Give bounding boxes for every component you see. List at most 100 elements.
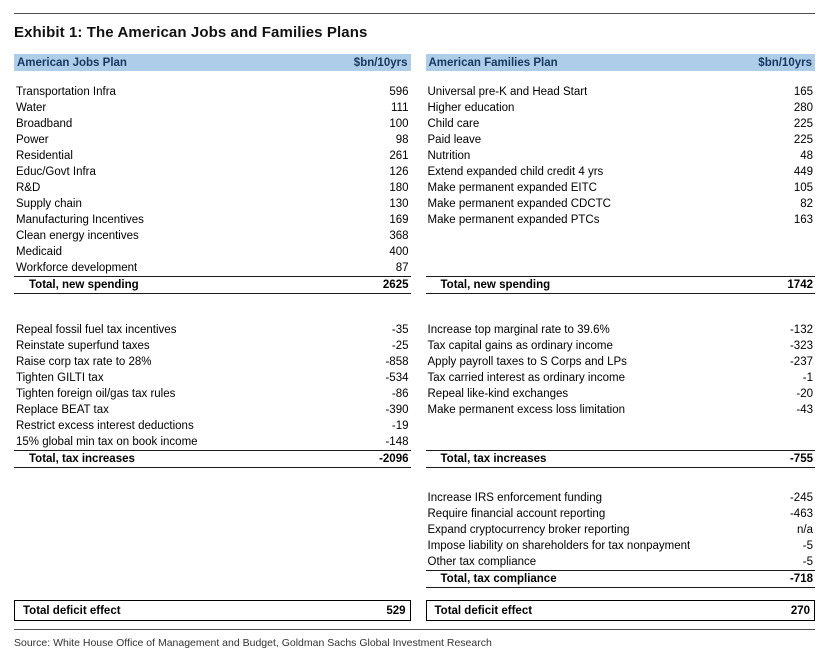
row-value: 105	[793, 182, 813, 194]
table-row: Broadband 100	[14, 116, 411, 132]
families-tax-rows: Increase top marginal rate to 39.6% -132…	[426, 322, 816, 418]
families-compliance-total-row: Total, tax compliance -718	[425, 570, 815, 588]
table-row: Impose liability on shareholders for tax…	[426, 538, 816, 554]
bottom-rule	[14, 629, 815, 630]
deficit-label: Total deficit effect	[23, 604, 121, 617]
row-label: Workforce development	[16, 262, 138, 274]
row-label: Impose liability on shareholders for tax…	[427, 540, 691, 552]
table-row: Tax carried interest as ordinary income …	[426, 370, 816, 386]
table-row: Increase IRS enforcement funding -245	[426, 490, 816, 506]
deficit-value: 270	[790, 604, 810, 617]
row-value: 225	[793, 118, 813, 130]
row-label: Make permanent expanded PTCs	[427, 214, 600, 226]
jobs-unit-label: $bn/10yrs	[353, 56, 408, 69]
row-value: 130	[389, 198, 409, 210]
row-value: n/a	[797, 524, 813, 536]
row-label: Water	[16, 102, 47, 114]
total-label: Total, tax increases	[29, 453, 135, 465]
spacer	[14, 468, 411, 600]
row-label: Power	[16, 134, 49, 146]
table-row: Make permanent expanded PTCs 163	[426, 212, 816, 228]
table-row: Universal pre-K and Head Start 165	[426, 84, 816, 100]
row-label: R&D	[16, 182, 41, 194]
row-label: Expand cryptocurrency broker reporting	[427, 524, 630, 536]
row-value: -323	[789, 340, 813, 352]
table-row: Tighten foreign oil/gas tax rules -86	[14, 386, 411, 402]
table-row: Apply payroll taxes to S Corps and LPs -…	[426, 354, 816, 370]
table-row: Supply chain 130	[14, 196, 411, 212]
row-label: Reinstate superfund taxes	[16, 340, 150, 352]
row-value: 165	[793, 86, 813, 98]
row-value: 100	[389, 118, 409, 130]
row-value: -534	[385, 372, 409, 384]
row-label: Replace BEAT tax	[16, 404, 109, 416]
row-value: -35	[391, 324, 409, 336]
deficit-value: 529	[386, 604, 406, 617]
row-value: -1	[802, 372, 813, 384]
row-label: Require financial account reporting	[427, 508, 606, 520]
row-label: Tax carried interest as ordinary income	[427, 372, 626, 384]
row-label: Repeal like-kind exchanges	[427, 388, 569, 400]
row-label: Make permanent excess loss limitation	[427, 404, 626, 416]
row-value: 111	[391, 102, 409, 114]
row-value: 98	[395, 134, 409, 146]
row-value: 82	[800, 198, 813, 210]
total-value: -718	[789, 573, 813, 585]
families-compliance-rows: Increase IRS enforcement funding -245 Re…	[426, 490, 816, 570]
row-label: Manufacturing Incentives	[16, 214, 144, 226]
row-label: Universal pre-K and Head Start	[427, 86, 588, 98]
row-value: 400	[389, 246, 409, 258]
families-spending-total-row: Total, new spending 1742	[425, 276, 815, 294]
jobs-spending-rows: Transportation Infra 596 Water 111 Broad…	[14, 84, 411, 276]
table-row: Extend expanded child credit 4 yrs 449	[426, 164, 816, 180]
row-label: Increase IRS enforcement funding	[427, 492, 603, 504]
row-value: -43	[796, 404, 813, 416]
row-value: 87	[395, 262, 409, 274]
table-row: Repeal like-kind exchanges -20	[426, 386, 816, 402]
table-row: Educ/Govt Infra 126	[14, 164, 411, 180]
table-row: Residential 261	[14, 148, 411, 164]
tables-container: American Jobs Plan $bn/10yrs Transportat…	[14, 54, 815, 621]
table-row: Water 111	[14, 100, 411, 116]
row-label: Restrict excess interest deductions	[16, 420, 194, 432]
row-value: -463	[789, 508, 813, 520]
table-row: Power 98	[14, 132, 411, 148]
row-label: Make permanent expanded EITC	[427, 182, 597, 194]
table-row: Other tax compliance -5	[426, 554, 816, 570]
row-value: 180	[389, 182, 409, 194]
jobs-tax-rows: Repeal fossil fuel tax incentives -35 Re…	[14, 322, 411, 450]
exhibit-title: Exhibit 1: The American Jobs and Familie…	[14, 24, 368, 41]
table-row: Require financial account reporting -463	[426, 506, 816, 522]
row-label: Extend expanded child credit 4 yrs	[427, 166, 604, 178]
table-american-jobs-plan: American Jobs Plan $bn/10yrs Transportat…	[14, 54, 411, 621]
source-note: Source: White House Office of Management…	[14, 637, 492, 649]
total-label: Total, new spending	[440, 279, 551, 291]
row-label: 15% global min tax on book income	[16, 436, 198, 448]
row-label: Higher education	[427, 102, 515, 114]
row-value: -5	[802, 540, 813, 552]
table-row: Replace BEAT tax -390	[14, 402, 411, 418]
row-label: Increase top marginal rate to 39.6%	[427, 324, 610, 336]
table-american-families-plan: American Families Plan $bn/10yrs Univers…	[425, 54, 816, 621]
row-value: 368	[389, 230, 409, 242]
table-row: Clean energy incentives 368	[14, 228, 411, 244]
spacer	[426, 418, 816, 450]
row-label: Broadband	[16, 118, 73, 130]
row-value: 126	[389, 166, 409, 178]
table-row: Restrict excess interest deductions -19	[14, 418, 411, 434]
row-value: -19	[391, 420, 409, 432]
row-value: 280	[793, 102, 813, 114]
row-value: -148	[385, 436, 409, 448]
row-label: Residential	[16, 150, 73, 162]
row-value: -237	[789, 356, 813, 368]
row-label: Educ/Govt Infra	[16, 166, 96, 178]
row-value: 169	[389, 214, 409, 226]
table-row: Paid leave 225	[426, 132, 816, 148]
top-rule	[14, 13, 815, 14]
jobs-deficit-box: Total deficit effect 529	[14, 600, 411, 621]
table-row: Nutrition 48	[426, 148, 816, 164]
row-value: 48	[800, 150, 813, 162]
row-value: 449	[793, 166, 813, 178]
row-label: Tax capital gains as ordinary income	[427, 340, 613, 352]
row-label: Raise corp tax rate to 28%	[16, 356, 152, 368]
